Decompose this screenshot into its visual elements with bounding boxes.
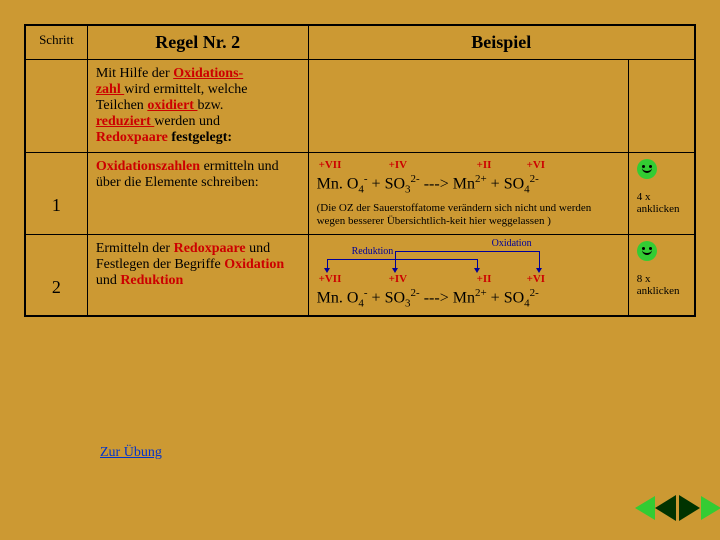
eq2-sup4: 2- (530, 287, 539, 299)
eq1-sup3: 2+ (475, 173, 487, 185)
step2-ox1: +VII (319, 273, 342, 285)
step1-num-cell: 1 (26, 153, 88, 235)
intro-t4: wird ermittelt, welche (124, 82, 247, 97)
main-table: Schritt Regel Nr. 2 Beispiel Mit Hilfe d… (25, 25, 695, 316)
prev-button[interactable] (655, 495, 676, 521)
step2-ox2: +IV (389, 273, 408, 285)
header-beispiel-text: Beispiel (471, 32, 531, 52)
eq2-sup2: 2- (411, 287, 420, 299)
step2-rb: Redoxpaare (174, 241, 246, 256)
intro-click-cell (628, 60, 694, 153)
eq1-t3: Mn (453, 175, 475, 192)
eq2-sub4: 4 (524, 297, 530, 309)
smiley-icon[interactable] (637, 159, 657, 179)
eq1-t1: Mn. O (317, 175, 359, 192)
oxidation-v1 (395, 251, 396, 269)
nav-buttons (655, 495, 701, 526)
step2-click-cell: 8 x anklicken (628, 234, 694, 316)
oxidation-line (395, 251, 539, 252)
step2-regel-cell: Ermitteln der Redoxpaare und Festlegen d… (87, 234, 308, 316)
step1-ox4: +VI (527, 159, 546, 171)
step1-num: 1 (52, 195, 61, 215)
eq1-sub2: 3 (405, 184, 411, 196)
header-regel-text: Regel Nr. 2 (155, 32, 240, 52)
eq1-arrow: ---> (420, 175, 453, 192)
eq2-t1: Mn. O (317, 289, 359, 306)
step2-beispiel-cell: Reduktion Oxidation +VII +IV +II +VI (308, 234, 628, 316)
eq2-sup3: 2+ (475, 287, 487, 299)
step2-ox-row: +VII +IV +II +VI (317, 273, 620, 287)
exercise-link[interactable]: Zur Übung (100, 445, 162, 460)
step1-regel-a: Oxidationszahlen (96, 159, 200, 174)
intro-beispiel-cell (308, 60, 628, 153)
step1-regel-cell: Oxidationszahlen ermitteln und über die … (87, 153, 308, 235)
intro-t1: Mit Hilfe der (96, 66, 173, 81)
step1-ox-row: +VII +IV +II +VI (317, 159, 620, 173)
intro-schritt-cell (26, 60, 88, 153)
intro-t10: Redoxpaare (96, 130, 168, 145)
step2-rd: Oxidation (224, 257, 284, 272)
intro-t6: oxidiert (147, 98, 197, 113)
step2-clicks-label: anklicken (637, 285, 680, 297)
step1-click-cell: 4 x anklicken (628, 153, 694, 235)
step1-equation: Mn. O4- + SO32- ---> Mn2+ + SO42- (317, 173, 620, 196)
eq1-sub4: 4 (524, 184, 530, 196)
step2-re: und (96, 273, 121, 288)
step2-ox3: +II (477, 273, 492, 285)
header-beispiel: Beispiel (308, 26, 694, 60)
eq1-t4: + SO (487, 175, 524, 192)
eq1-sup4: 2- (530, 173, 539, 185)
intro-t11: festgelegt: (168, 130, 232, 145)
step2-equation: Mn. O4- + SO32- ---> Mn2+ + SO42- (317, 287, 620, 310)
step2-arrow-diagram: Reduktion Oxidation (317, 241, 620, 271)
intro-t3: zahl (96, 82, 124, 97)
intro-t7: bzw. (197, 98, 223, 113)
step2-rf: Reduktion (120, 273, 183, 288)
eq1-sup2: 2- (411, 173, 420, 185)
header-schritt: Schritt (26, 26, 88, 60)
eq2-t2: + SO (368, 289, 405, 306)
step1-note: (Die OZ der Sauerstoffatome verändern si… (317, 202, 620, 228)
smiley-icon[interactable] (637, 241, 657, 261)
step1-beispiel-cell: +VII +IV +II +VI Mn. O4- + SO32- ---> Mn… (308, 153, 628, 235)
label-reduktion: Reduktion (352, 246, 394, 257)
intro-regel-cell: Mit Hilfe der Oxidations- zahl wird ermi… (87, 60, 308, 153)
next-button[interactable] (679, 495, 700, 521)
content-frame: Schritt Regel Nr. 2 Beispiel Mit Hilfe d… (24, 24, 696, 317)
step2-num-cell: 2 (26, 234, 88, 316)
eq1-t2: + SO (368, 175, 405, 192)
intro-t8: reduziert (96, 114, 154, 129)
step1-ox3: +II (477, 159, 492, 171)
oxidation-v2 (539, 251, 540, 269)
header-regel: Regel Nr. 2 (87, 26, 308, 60)
header-schritt-text: Schritt (39, 32, 74, 47)
intro-t5: Teilchen (96, 98, 148, 113)
step2-ra: Ermitteln der (96, 241, 174, 256)
step2-clicks: 8 x (637, 273, 651, 285)
eq2-t3: Mn (453, 289, 475, 306)
eq1-sub1: 4 (358, 184, 364, 196)
step2-ox4: +VI (527, 273, 546, 285)
intro-t9: werden und (154, 114, 220, 129)
step2-num: 2 (52, 277, 61, 297)
label-oxidation: Oxidation (492, 238, 532, 249)
step1-clicks-label: anklicken (637, 203, 680, 215)
reduktion-line (327, 259, 477, 260)
eq2-sub1: 4 (358, 297, 364, 309)
step1-clicks: 4 x (637, 191, 651, 203)
intro-t2: Oxidations- (173, 66, 243, 81)
eq2-sub2: 3 (405, 297, 411, 309)
step1-ox1: +VII (319, 159, 342, 171)
footer-link-wrap: Zur Übung (100, 445, 162, 461)
step1-ox2: +IV (389, 159, 408, 171)
eq2-arrow: ---> (420, 289, 453, 306)
eq2-t4: + SO (487, 289, 524, 306)
